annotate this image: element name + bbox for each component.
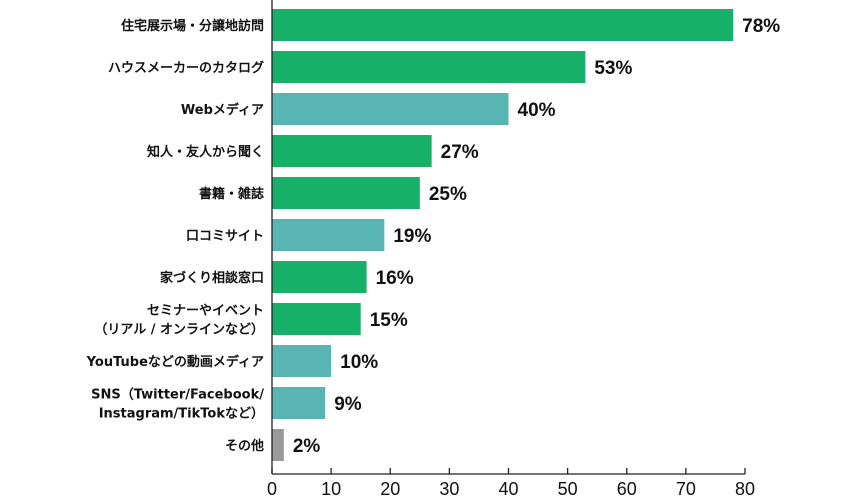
bar-9: [272, 345, 332, 377]
value-label-2: 53%: [594, 58, 632, 79]
x-tick-label-20: 20: [380, 479, 400, 499]
value-label-7: 16%: [376, 268, 414, 289]
value-label-10: 9%: [334, 394, 362, 415]
bar-1: [272, 9, 734, 41]
bar-2: [272, 51, 586, 83]
value-label-6: 19%: [393, 226, 431, 247]
x-tick-label-60: 60: [617, 479, 637, 499]
x-tick-label-80: 80: [735, 479, 755, 499]
bar-7: [272, 261, 367, 293]
x-axis-ticks: 0 10 20 30 40 50 60 70 80: [267, 468, 755, 499]
category-label-4: 知人・友人から聞く: [147, 144, 264, 160]
category-label-8-line-1: セミナーやイベント: [147, 304, 264, 319]
category-label-8-line-2: （リアル / オンラインなど）: [94, 322, 264, 338]
bar-6: [272, 219, 385, 251]
bar-10: [272, 387, 326, 419]
bar-11: [272, 429, 284, 461]
category-label-11: その他: [225, 438, 264, 454]
category-label-1: 住宅展示場・分譲地訪問: [121, 18, 264, 34]
category-label-7: 家づくり相談窓口: [160, 270, 264, 286]
bar-3: [272, 93, 509, 125]
bar-4: [272, 135, 432, 167]
x-tick-label-10: 10: [321, 479, 341, 499]
category-label-2: ハウスメーカーのカタログ: [108, 60, 264, 76]
value-labels: 78% 53% 40% 27% 25% 19% 16% 15% 10% 9% 2%: [293, 16, 780, 457]
value-label-4: 27%: [441, 142, 479, 163]
category-label-10-line-2: Instagram/TikTokなど）: [99, 406, 264, 422]
x-tick-label-0: 0: [267, 479, 277, 499]
value-label-3: 40%: [518, 100, 556, 121]
category-label-10-line-1: SNS（Twitter/Facebook/: [91, 387, 264, 403]
x-tick-label-70: 70: [676, 479, 696, 499]
category-label-6: 口コミサイト: [186, 229, 264, 244]
value-label-8: 15%: [370, 310, 408, 331]
bar-8: [272, 303, 361, 335]
category-label-9: YouTubeなどの動画メディア: [86, 354, 264, 370]
category-label-3: Webメディア: [181, 102, 264, 118]
x-tick-label-50: 50: [558, 479, 578, 499]
x-tick-label-30: 30: [439, 479, 459, 499]
bars-layer: [272, 9, 734, 461]
bar-5: [272, 177, 420, 209]
value-label-5: 25%: [429, 184, 467, 205]
value-label-9: 10%: [340, 352, 378, 373]
category-label-5: 書籍・雑誌: [199, 186, 264, 202]
value-label-11: 2%: [293, 436, 321, 457]
x-tick-label-40: 40: [498, 479, 518, 499]
value-label-1: 78%: [742, 16, 780, 37]
